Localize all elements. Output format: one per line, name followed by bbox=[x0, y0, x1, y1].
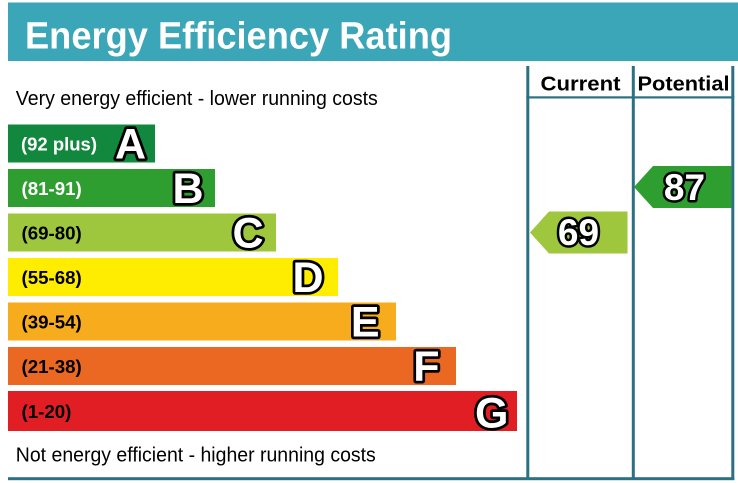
svg-text:69: 69 bbox=[558, 212, 599, 253]
svg-text:F: F bbox=[413, 343, 439, 391]
svg-text:(55-68): (55-68) bbox=[22, 267, 82, 288]
svg-text:G: G bbox=[475, 389, 508, 437]
svg-text:(1-20): (1-20) bbox=[22, 401, 72, 422]
svg-text:Not energy efficient - higher: Not energy efficient - higher running co… bbox=[16, 445, 376, 467]
svg-text:E: E bbox=[351, 299, 380, 347]
svg-text:(39-54): (39-54) bbox=[22, 311, 82, 332]
svg-text:A: A bbox=[115, 121, 146, 169]
svg-text:Potential: Potential bbox=[638, 74, 730, 96]
svg-text:(92 plus): (92 plus) bbox=[21, 133, 97, 154]
svg-text:D: D bbox=[292, 254, 323, 302]
svg-text:C: C bbox=[232, 210, 263, 258]
svg-text:87: 87 bbox=[664, 167, 705, 208]
svg-text:Very energy efficient - lower: Very energy efficient - lower running co… bbox=[16, 88, 378, 110]
svg-text:(21-38): (21-38) bbox=[22, 356, 82, 377]
svg-text:B: B bbox=[172, 165, 203, 213]
svg-text:Current: Current bbox=[541, 74, 621, 96]
svg-text:(81-91): (81-91) bbox=[22, 178, 82, 199]
svg-text:(69-80): (69-80) bbox=[22, 222, 82, 243]
svg-text:Energy Efficiency Rating: Energy Efficiency Rating bbox=[25, 16, 452, 58]
